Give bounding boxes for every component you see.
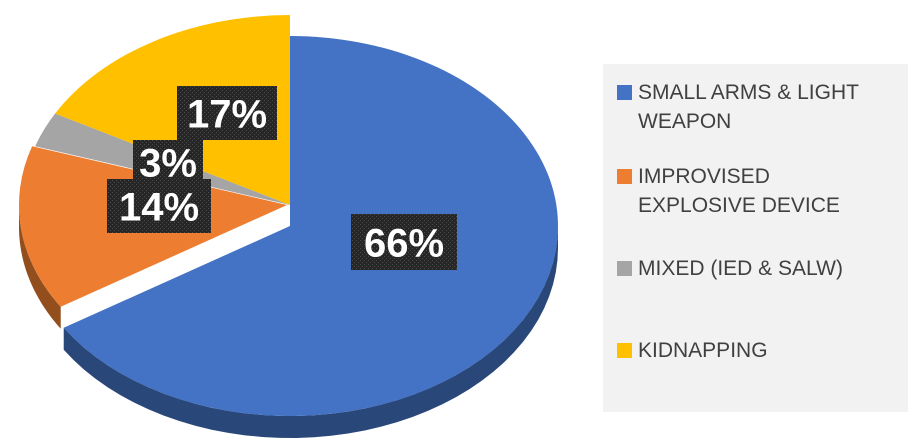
legend-label: MIXED (IED & SALW) (638, 257, 843, 280)
data-label-text: 66% (364, 221, 444, 265)
data-label-box (351, 214, 457, 270)
data-label-box (177, 86, 277, 140)
chart-legend: SMALL ARMS & LIGHT WEAPON IMPROVISED EXP… (603, 64, 908, 412)
data-label-text: 3% (139, 141, 197, 185)
pie-data-label: 14% (107, 179, 211, 233)
data-label-box (107, 179, 211, 233)
data-label-text: 17% (187, 92, 267, 136)
pie-slice-side (19, 205, 61, 329)
data-label-text: 14% (119, 185, 199, 229)
pie-data-label: 3% (133, 140, 203, 185)
pie-labels: 66% 14%3% 17% (107, 86, 457, 270)
legend-swatch (617, 85, 632, 100)
pie-slice (63, 36, 558, 416)
pie-chart: 66% 14%3% 17% (19, 15, 558, 438)
pie-data-label: 17% (177, 86, 277, 140)
legend-item-kidnapping: KIDNAPPING (617, 336, 902, 365)
legend-item-ied: IMPROVISED EXPLOSIVE DEVICE (617, 162, 902, 220)
legend-item-mixed: MIXED (IED & SALW) (617, 254, 902, 283)
legend-label: IMPROVISED EXPLOSIVE DEVICE (638, 165, 840, 217)
legend-label: KIDNAPPING (638, 339, 768, 362)
pie-slice (55, 15, 291, 205)
legend-swatch (617, 343, 632, 358)
pie-sides (19, 205, 558, 438)
pie-tops (19, 15, 558, 416)
legend-swatch (617, 261, 632, 276)
data-label-box (133, 140, 203, 184)
legend-label: SMALL ARMS & LIGHT WEAPON (638, 81, 859, 133)
legend-swatch (617, 169, 632, 184)
pie-data-label: 66% (351, 214, 457, 270)
legend-item-small-arms: SMALL ARMS & LIGHT WEAPON (617, 78, 902, 136)
